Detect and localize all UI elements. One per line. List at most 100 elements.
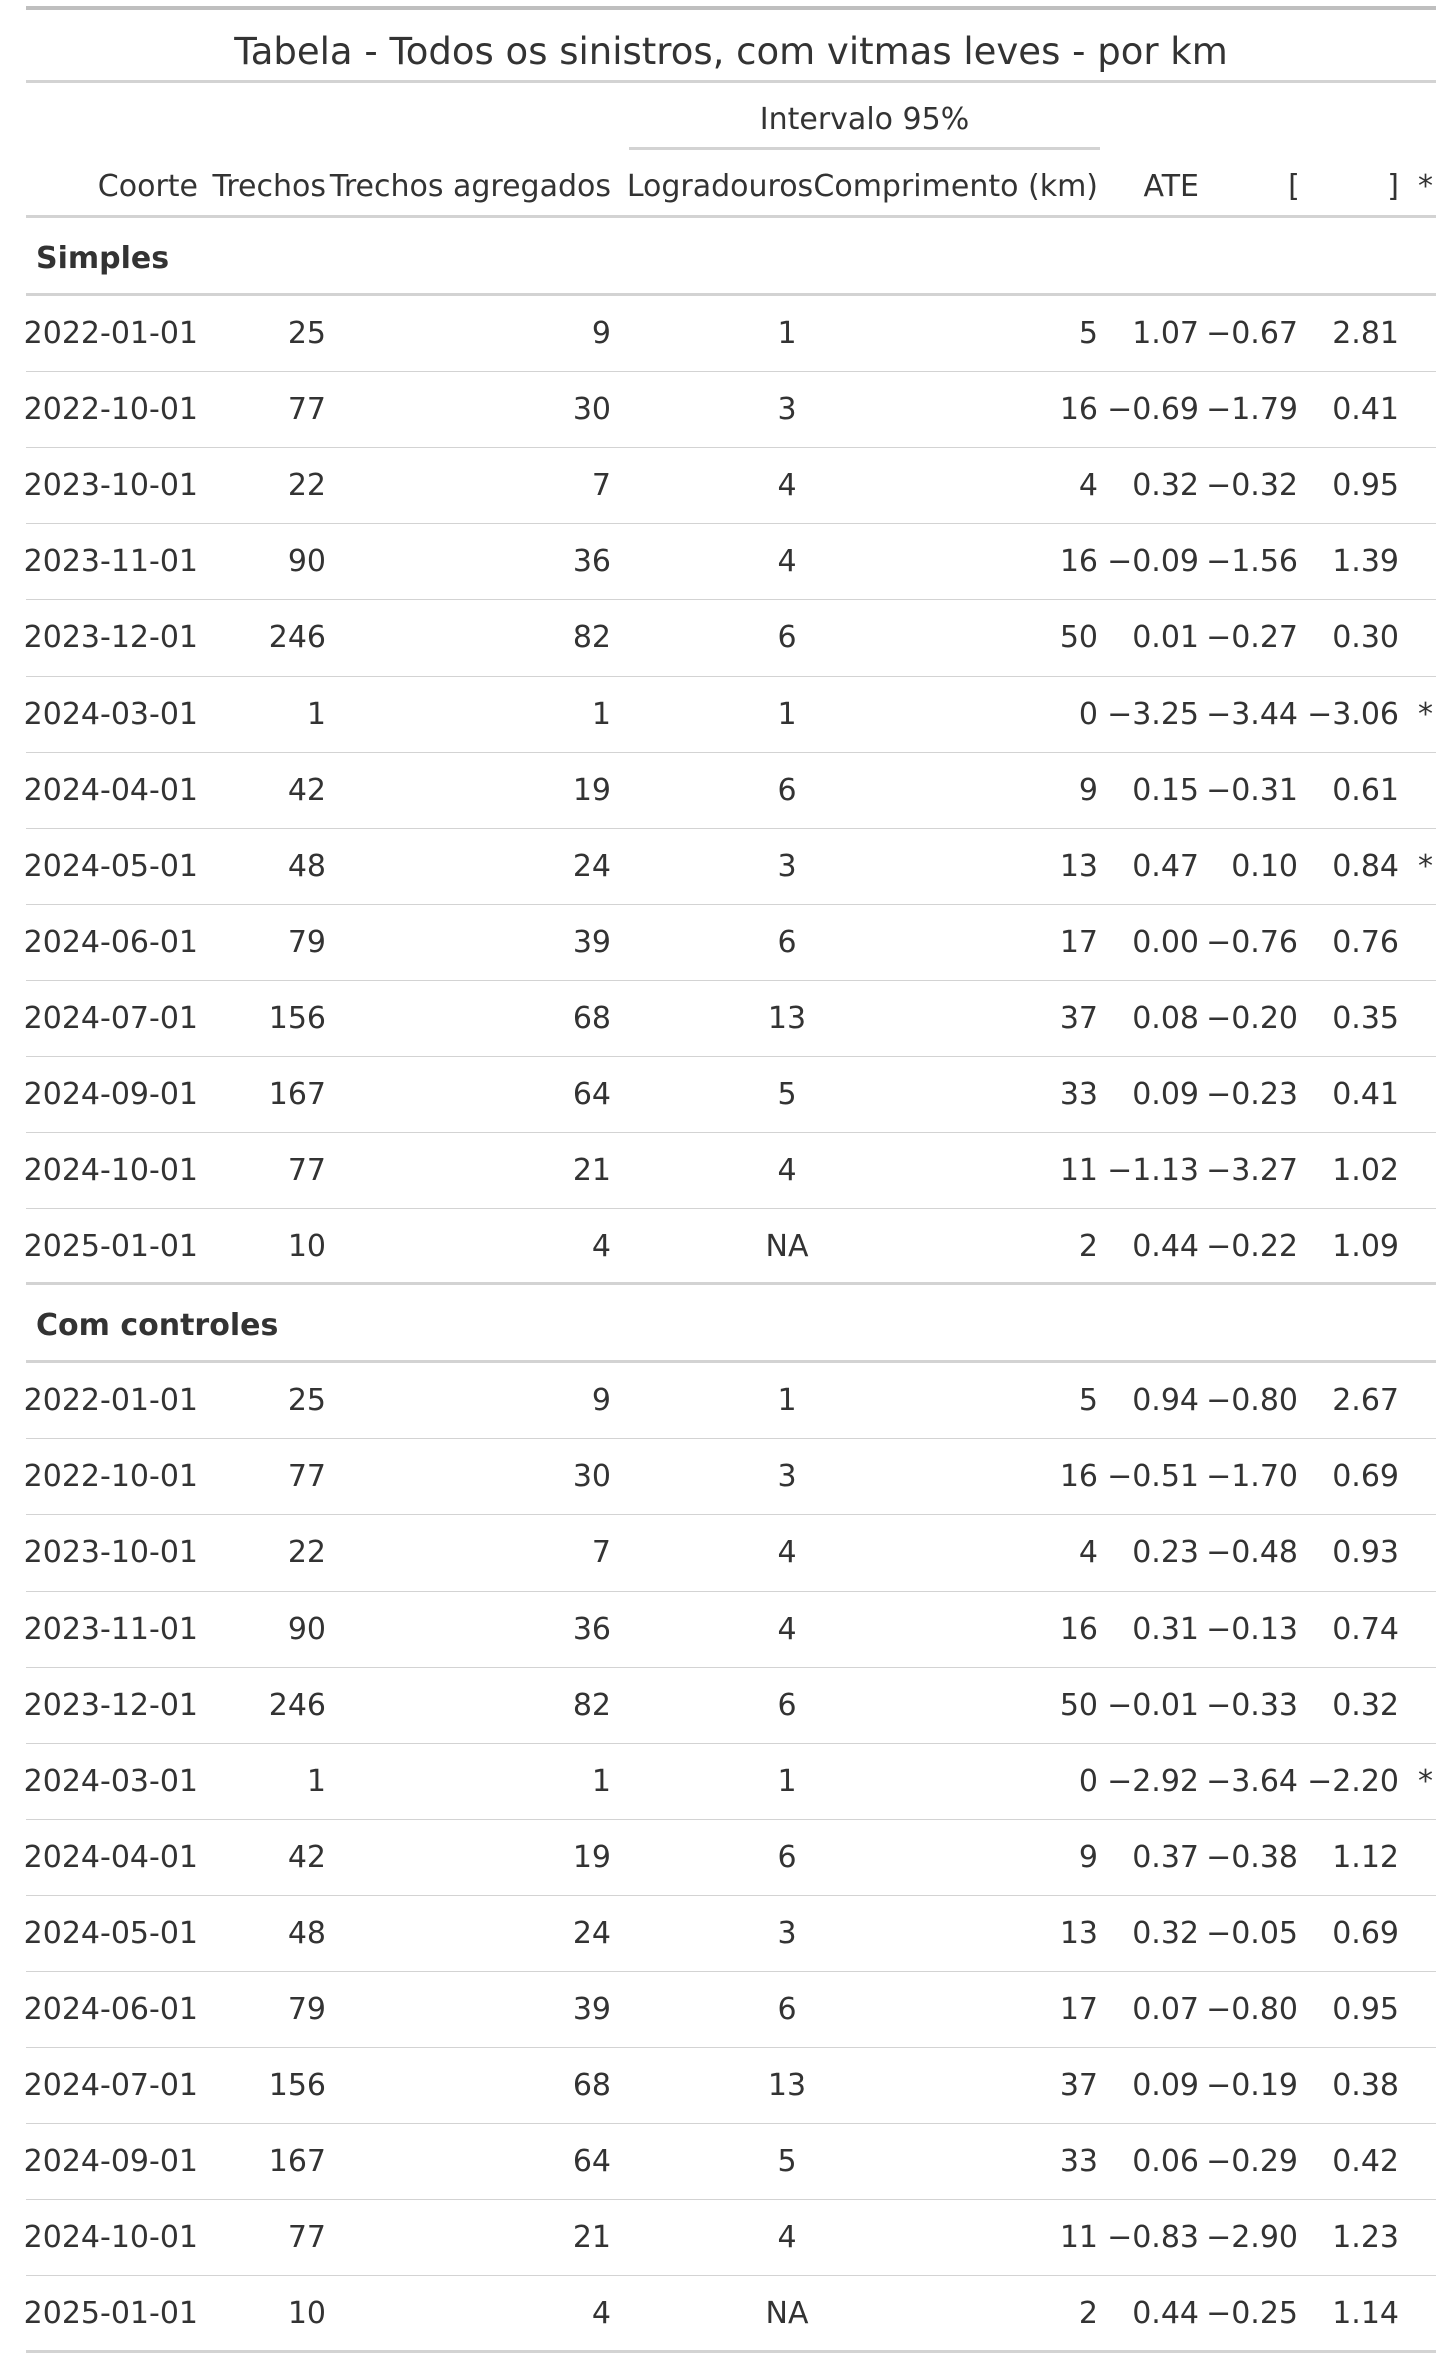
cell-ate: 0.15	[1132, 773, 1199, 808]
cell-lower-ci: −1.56	[1206, 544, 1298, 579]
cell-comprimento-km: 0	[1078, 697, 1098, 732]
cell-coorte: 2023-10-01	[23, 1535, 198, 1570]
cell-ate: 0.37	[1132, 1840, 1199, 1875]
cell-coorte: 2023-11-01	[23, 544, 198, 579]
cell-ate: 0.09	[1132, 2068, 1199, 2103]
cell-lower-ci: −0.67	[1206, 316, 1298, 351]
cell-trechos: 1	[306, 697, 326, 732]
group-divider	[26, 293, 1436, 296]
cell-comprimento-km: 11	[1059, 2220, 1098, 2255]
cell-lower-ci: −3.64	[1206, 1764, 1298, 1799]
cell-logradouros: 4	[777, 1612, 797, 1647]
column-header-comprimento-km: Comprimento (km)	[813, 169, 1098, 204]
cell-comprimento-km: 13	[1059, 1916, 1098, 1951]
cell-coorte: 2024-10-01	[23, 1153, 198, 1188]
cell-ate: 1.07	[1132, 316, 1199, 351]
cell-upper-ci: 1.12	[1332, 1840, 1399, 1875]
cell-upper-ci: 0.42	[1332, 2144, 1399, 2179]
cell-lower-ci: −0.80	[1206, 1383, 1298, 1418]
cell-logradouros: 1	[777, 1764, 797, 1799]
cell-coorte: 2024-10-01	[23, 2220, 198, 2255]
cell-trechos: 48	[287, 849, 326, 884]
cell-logradouros: 3	[777, 1459, 797, 1494]
cell-upper-ci: 2.81	[1332, 316, 1399, 351]
cell-trechos-agregados: 9	[591, 1383, 611, 1418]
column-header-trechos: Trechos	[212, 169, 326, 204]
cell-upper-ci: −3.06	[1307, 697, 1399, 732]
cell-upper-ci: 0.61	[1332, 773, 1399, 808]
row-divider	[26, 1438, 1436, 1439]
cell-trechos-agregados: 30	[572, 392, 611, 427]
column-header-trechos-agregados: Trechos agregados	[329, 169, 611, 204]
cell-upper-ci: 0.32	[1332, 1688, 1399, 1723]
cell-trechos-agregados: 1	[591, 697, 611, 732]
cell-upper-ci: 0.41	[1332, 1077, 1399, 1112]
row-divider	[26, 447, 1436, 448]
cell-coorte: 2024-04-01	[23, 1840, 198, 1875]
table-title: Tabela - Todos os sinistros, com vitmas …	[234, 30, 1228, 73]
column-header-logradouros: Logradouros	[626, 169, 814, 204]
cell-logradouros: NA	[765, 1229, 809, 1264]
cell-trechos: 77	[287, 2220, 326, 2255]
row-divider	[26, 676, 1436, 677]
cell-ate: −0.51	[1107, 1459, 1199, 1494]
cell-trechos: 22	[287, 468, 326, 503]
cell-coorte: 2024-06-01	[23, 1992, 198, 2027]
cell-upper-ci: 1.39	[1332, 544, 1399, 579]
cell-coorte: 2023-12-01	[23, 620, 198, 655]
cell-upper-ci: 0.76	[1332, 925, 1399, 960]
cell-trechos: 79	[287, 925, 326, 960]
row-divider	[26, 1743, 1436, 1744]
cell-comprimento-km: 16	[1059, 392, 1098, 427]
cell-ate: −0.01	[1107, 1688, 1199, 1723]
cell-lower-ci: −0.38	[1206, 1840, 1298, 1875]
cell-lower-ci: −0.27	[1206, 620, 1298, 655]
cell-upper-ci: 0.69	[1332, 1916, 1399, 1951]
cell-comprimento-km: 2	[1078, 2296, 1098, 2331]
cell-trechos: 167	[268, 1077, 326, 1112]
row-divider	[26, 1208, 1436, 1209]
cell-upper-ci: 0.35	[1332, 1001, 1399, 1036]
cell-logradouros: 1	[777, 697, 797, 732]
cell-ate: 0.23	[1132, 1535, 1199, 1570]
cell-lower-ci: −0.29	[1206, 2144, 1298, 2179]
cell-comprimento-km: 16	[1059, 1459, 1098, 1494]
cell-lower-ci: −0.32	[1206, 468, 1298, 503]
cell-significance: *	[1418, 1764, 1433, 1799]
cell-logradouros: 6	[777, 1840, 797, 1875]
cell-lower-ci: −0.22	[1206, 1229, 1298, 1264]
cell-ate: −0.83	[1107, 2220, 1199, 2255]
cell-trechos-agregados: 9	[591, 316, 611, 351]
cell-ate: 0.32	[1132, 468, 1199, 503]
cell-lower-ci: −0.25	[1206, 2296, 1298, 2331]
cell-comprimento-km: 17	[1059, 925, 1098, 960]
cell-coorte: 2024-07-01	[23, 2068, 198, 2103]
cell-trechos: 246	[268, 620, 326, 655]
column-header-upper-ci: ]	[1387, 169, 1399, 204]
cell-ate: 0.44	[1132, 1229, 1199, 1264]
cell-logradouros: NA	[765, 2296, 809, 2331]
row-divider	[26, 2199, 1436, 2200]
cell-comprimento-km: 50	[1059, 1688, 1098, 1723]
cell-trechos-agregados: 24	[572, 849, 611, 884]
cell-comprimento-km: 16	[1059, 544, 1098, 579]
cell-comprimento-km: 50	[1059, 620, 1098, 655]
cell-logradouros: 6	[777, 925, 797, 960]
cell-coorte: 2024-04-01	[23, 773, 198, 808]
cell-ate: 0.94	[1132, 1383, 1199, 1418]
cell-logradouros: 4	[777, 2220, 797, 2255]
cell-trechos: 1	[306, 1764, 326, 1799]
row-divider	[26, 752, 1436, 753]
row-group-label: Com controles	[36, 1308, 279, 1344]
cell-logradouros: 5	[777, 1077, 797, 1112]
cell-logradouros: 4	[777, 544, 797, 579]
cell-coorte: 2024-03-01	[23, 1764, 198, 1799]
cell-trechos: 167	[268, 2144, 326, 2179]
cell-ate: 0.08	[1132, 1001, 1199, 1036]
cell-coorte: 2025-01-01	[23, 1229, 198, 1264]
cell-ate: 0.00	[1132, 925, 1199, 960]
cell-ate: 0.07	[1132, 1992, 1199, 2027]
cell-trechos: 25	[287, 316, 326, 351]
cell-coorte: 2022-01-01	[23, 316, 198, 351]
